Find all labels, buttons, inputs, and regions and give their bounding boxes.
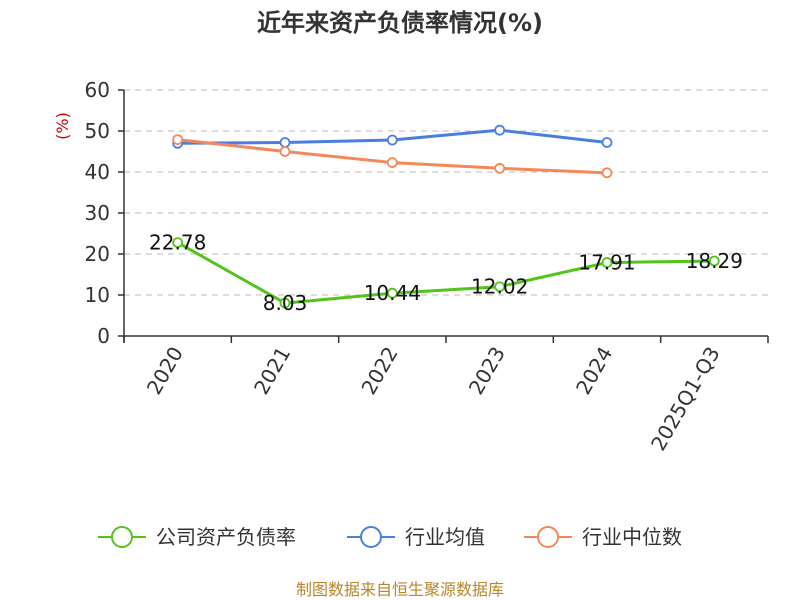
legend-label: 公司资产负债率 <box>156 525 296 549</box>
data-point <box>386 287 398 299</box>
source-note: 制图数据来自恒生聚源数据库 <box>296 580 504 599</box>
legend-label: 行业中位数 <box>582 525 682 549</box>
x-tick-label: 2021 <box>249 343 295 399</box>
data-point <box>386 157 398 168</box>
legend-marker <box>360 526 382 548</box>
data-point <box>601 167 613 179</box>
y-tick-label: 10 <box>85 283 110 307</box>
y-tick-label: 30 <box>85 201 110 225</box>
y-axis-unit-label: (%) <box>53 112 72 140</box>
series-3 <box>172 134 613 179</box>
data-point <box>494 162 506 174</box>
axes: 0 10 20 30 40 50 60 2020 2021 2022 2023 2024 2025Q1-… <box>85 78 769 455</box>
legend-marker <box>537 526 559 548</box>
data-point <box>172 237 184 249</box>
y-tick-label: 0 <box>97 324 110 348</box>
legend-item-2: 行业均值 <box>347 525 485 549</box>
grid <box>124 89 768 296</box>
data-point <box>386 134 398 146</box>
x-tick-label: 2020 <box>142 343 188 399</box>
data-label: 18.29 <box>686 249 743 273</box>
data-label: 22.78 <box>149 231 206 255</box>
x-tick-label: 2025Q1-Q3 <box>646 343 725 455</box>
data-point <box>601 137 613 148</box>
data-point <box>279 146 291 157</box>
data-label: 10.44 <box>364 281 421 305</box>
data-point <box>494 124 506 136</box>
series-line <box>176 241 715 305</box>
x-tick-label: 2023 <box>464 342 510 398</box>
data-point <box>279 137 291 148</box>
legend-marker <box>111 526 133 548</box>
series-2 <box>172 124 613 149</box>
legend-label: 行业均值 <box>405 525 485 549</box>
data-label: 12.02 <box>471 275 528 299</box>
x-tick-label: 2024 <box>571 343 617 399</box>
y-tick-label: 40 <box>85 160 110 184</box>
data-label: 17.91 <box>578 251 635 275</box>
data-point <box>172 134 184 146</box>
series-1 <box>172 237 720 309</box>
legend-item-1: 公司资产负债率 <box>98 525 296 549</box>
data-point <box>494 281 506 293</box>
y-tick-label: 60 <box>85 78 110 102</box>
data-point <box>279 297 291 309</box>
y-tick-label: 20 <box>85 242 110 266</box>
data-point <box>708 255 720 267</box>
legend-item-3: 行业中位数 <box>524 525 682 549</box>
data-label: 8.03 <box>263 291 308 315</box>
data-labels: 22.78 8.03 10.44 12.02 17.91 18.29 <box>149 231 743 315</box>
x-tick-label: 2022 <box>356 343 402 399</box>
chart-title: 近年来资产负债率情况(%) <box>257 9 543 37</box>
series-layer <box>172 124 720 309</box>
legend: 公司资产负债率 行业均值 行业中位数 <box>98 525 682 549</box>
data-point <box>601 257 613 268</box>
y-tick-label: 50 <box>85 119 110 143</box>
